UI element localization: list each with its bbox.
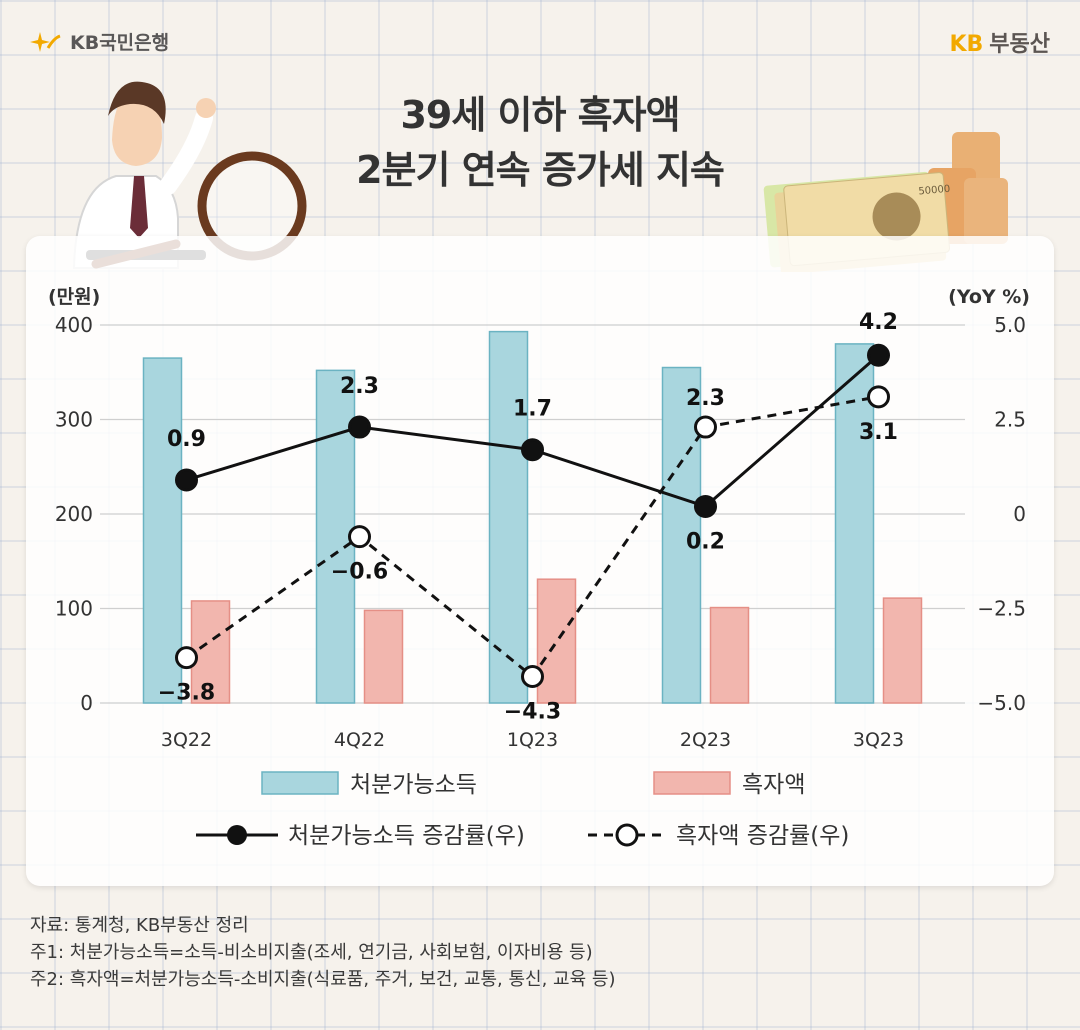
page-title: 39세 이하 흑자액 2분기 연속 증가세 지속: [280, 88, 800, 198]
point-surplus-growth: [867, 385, 890, 409]
label-disposable-income-growth: 2.3: [340, 374, 379, 399]
chart-axes: (만원) (YoY %) 0 100 200 300 400 −5.0 −2.5 0 2.5 5.…: [48, 286, 1030, 751]
chart-lines: 0.9 2.3 1.7 0.2 4.2 −3.8 −0.6 −4.3 2.3 3.1: [158, 310, 898, 724]
combo-chart: 0.9 2.3 1.7 0.2 4.2 −3.8 −0.6 −4.3 2.3 3.1 (만원) (…: [48, 286, 1030, 849]
footer-notes: 자료: 통계청, KB부동산 정리 주1: 처분가능소득=소득-비소비지출(조세…: [30, 912, 615, 993]
label-surplus-growth: −3.8: [158, 681, 215, 706]
line-disposable-income-growth: [186, 354, 880, 509]
star-logo-icon: [30, 31, 61, 52]
bar-surplus: [709, 606, 750, 704]
bar-disposable-income: [661, 366, 702, 704]
point-surplus-growth: [348, 525, 371, 549]
point-disposable-income-growth: [521, 438, 544, 462]
kb-kookmin-logo: KB국민은행: [28, 28, 169, 55]
bar-surplus: [882, 597, 923, 704]
y-left-tick-label: 200: [55, 502, 93, 526]
label-disposable-income-growth: 0.2: [686, 529, 725, 554]
x-tick-label: 4Q22: [334, 729, 385, 751]
x-tick-label: 2Q23: [680, 729, 731, 751]
bar-surplus: [363, 609, 404, 704]
legend-marker-disposable-income-growth: [227, 825, 247, 845]
legend-marker-surplus-growth: [615, 823, 639, 847]
chart-gridlines: [100, 324, 965, 704]
legend-label-surplus: 흑자액: [742, 772, 805, 798]
label-disposable-income-growth: 0.9: [167, 427, 206, 452]
legend-label-disposable-income-growth: 처분가능소득 증감률(우): [288, 823, 525, 849]
point-surplus-growth: [694, 415, 717, 439]
bar-disposable-income: [834, 343, 875, 704]
y-left-tick-label: 100: [55, 597, 93, 621]
bar-surplus: [536, 578, 577, 704]
point-surplus-growth: [175, 646, 198, 670]
legend-label-disposable-income: 처분가능소득: [350, 772, 477, 798]
legend-label-surplus-growth: 흑자액 증감률(우): [676, 823, 849, 849]
title-line-2: 2분기 연속 증가세 지속: [356, 148, 725, 192]
y-right-tick-label: 5.0: [994, 313, 1026, 337]
right-brand-name: 부동산: [989, 32, 1050, 57]
kb-real-estate-logo: KB 부동산: [949, 26, 1050, 58]
source-note: 자료: 통계청, KB부동산 정리: [30, 915, 249, 936]
banknote-label: 50000: [918, 184, 951, 198]
y-left-tick-label: 0: [80, 691, 93, 715]
x-tick-label: 3Q23: [853, 729, 904, 751]
y-left-tick-label: 400: [55, 313, 93, 337]
y-axis-right-title: (YoY %): [948, 286, 1030, 308]
point-disposable-income-growth: [175, 468, 198, 492]
x-tick-label: 1Q23: [507, 729, 558, 751]
label-disposable-income-growth: 1.7: [513, 397, 552, 422]
bar-disposable-income: [488, 330, 529, 704]
note-1: 주1: 처분가능소득=소득-비소비지출(조세, 연기금, 사회보험, 이자비용 …: [30, 942, 593, 963]
chart-bars: [142, 330, 923, 704]
y-right-tick-label: 2.5: [994, 408, 1026, 432]
point-disposable-income-growth: [348, 415, 371, 439]
label-surplus-growth: 2.3: [686, 386, 725, 411]
y-right-tick-label: −5.0: [977, 691, 1026, 715]
y-left-tick-label: 300: [55, 408, 93, 432]
y-axis-left-title: (만원): [48, 286, 100, 308]
bar-disposable-income: [142, 357, 183, 704]
label-surplus-growth: −0.6: [331, 560, 388, 585]
point-disposable-income-growth: [867, 343, 890, 367]
y-right-tick-label: 0: [1013, 502, 1026, 526]
point-disposable-income-growth: [694, 494, 717, 518]
y-right-tick-label: −2.5: [977, 597, 1026, 621]
legend-swatch-disposable-income: [261, 771, 339, 795]
point-surplus-growth: [521, 665, 544, 689]
left-brand-text: KB국민은행: [70, 32, 170, 54]
label-surplus-growth: 3.1: [859, 420, 898, 445]
x-tick-label: 3Q22: [161, 729, 212, 751]
chart-panel: [26, 236, 1054, 886]
label-disposable-income-growth: 4.2: [859, 310, 898, 335]
right-brand-prefix: KB: [949, 32, 984, 57]
note-2: 주2: 흑자액=처분가능소득-소비지출(식료품, 주거, 보건, 교통, 통신,…: [30, 969, 616, 990]
title-line-1: 39세 이하 흑자액: [400, 93, 680, 137]
legend-swatch-surplus: [653, 771, 731, 795]
label-surplus-growth: −4.3: [504, 700, 561, 725]
